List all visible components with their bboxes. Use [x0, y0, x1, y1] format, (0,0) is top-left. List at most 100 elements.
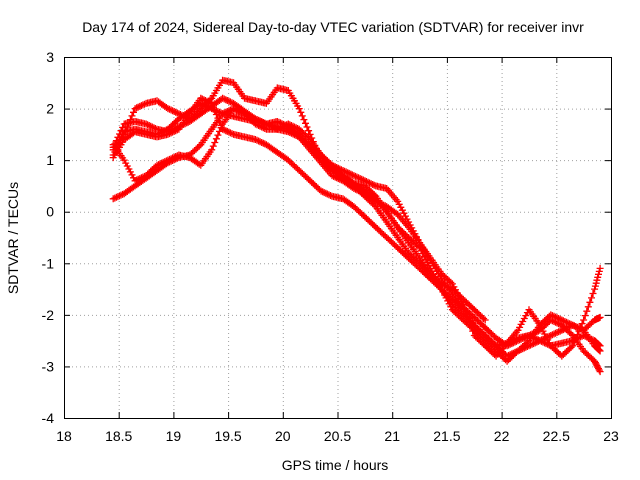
data-point-marker: [503, 342, 511, 350]
data-point-marker: [364, 178, 372, 186]
data-point-marker: [148, 123, 156, 131]
data-point-marker: [573, 323, 581, 331]
data-point-marker: [314, 184, 322, 192]
data-point-marker: [211, 107, 219, 115]
data-point-marker: [552, 329, 559, 337]
data-point-marker: [289, 122, 297, 130]
data-point-marker: [258, 118, 266, 126]
data-point-marker: [377, 200, 384, 208]
data-point-marker: [508, 340, 516, 348]
x-tick-label: 20: [275, 428, 291, 444]
data-point-marker: [114, 193, 122, 201]
data-point-marker: [186, 151, 194, 159]
data-point-marker: [120, 156, 128, 164]
data-point-marker: [525, 342, 533, 350]
data-point-marker: [342, 168, 350, 176]
data-point-marker: [563, 318, 570, 326]
data-point-marker: [114, 133, 122, 141]
data-point-marker: [497, 346, 505, 354]
data-point-marker: [512, 348, 520, 356]
data-point-marker: [200, 96, 208, 104]
data-point-marker: [588, 354, 595, 362]
data-point-marker: [256, 117, 264, 125]
data-point-marker: [139, 101, 147, 109]
data-point-marker: [533, 338, 541, 346]
data-point-marker: [480, 340, 488, 348]
data-point-marker: [519, 345, 527, 353]
data-point-marker: [583, 307, 591, 315]
data-point-marker: [166, 105, 173, 113]
data-point-marker: [330, 172, 338, 180]
data-point-marker: [595, 267, 603, 275]
data-point-marker: [516, 336, 524, 344]
data-point-marker: [225, 107, 233, 115]
data-point-marker: [180, 120, 188, 128]
data-point-marker: [516, 346, 524, 354]
data-point-marker: [545, 332, 553, 340]
data-point-marker: [522, 312, 530, 320]
data-point-marker: [173, 123, 181, 131]
data-point-marker: [216, 127, 223, 135]
data-point-marker: [297, 168, 305, 176]
data-point-marker: [559, 323, 567, 331]
data-point-marker: [172, 155, 180, 163]
data-point-marker: [195, 160, 203, 168]
data-point-marker: [581, 348, 589, 356]
data-point-marker: [473, 309, 481, 317]
data-point-marker: [298, 112, 306, 120]
data-point-marker: [478, 321, 486, 329]
data-point-marker: [567, 343, 575, 351]
data-point-marker: [367, 180, 375, 188]
data-point-marker: [370, 222, 378, 230]
data-point-marker: [469, 327, 477, 335]
y-tick-label: 0: [46, 204, 54, 220]
data-point-marker: [591, 285, 599, 293]
data-point-marker: [370, 181, 378, 189]
data-point-marker: [536, 337, 544, 345]
data-point-marker: [372, 197, 380, 205]
data-point-marker: [291, 123, 298, 131]
data-point-marker: [362, 178, 370, 185]
data-point-marker: [491, 340, 499, 348]
data-point-marker: [380, 201, 388, 209]
data-point-marker: [133, 104, 141, 112]
series-trace: [112, 102, 601, 363]
data-point-marker: [544, 333, 552, 341]
y-tick-label: -1: [42, 255, 55, 271]
data-point-marker: [333, 174, 341, 182]
data-point-marker: [448, 280, 456, 288]
data-point-marker: [473, 334, 481, 342]
data-point-marker: [472, 315, 480, 323]
data-point-marker: [528, 330, 536, 338]
data-point-marker: [530, 329, 538, 337]
data-point-marker: [567, 330, 575, 338]
data-point-marker: [472, 323, 480, 331]
data-point-marker: [530, 340, 538, 348]
data-point-marker: [151, 125, 159, 132]
y-tick-label: 1: [46, 152, 54, 168]
x-tick-label: 22.5: [543, 428, 570, 444]
data-point-marker: [287, 122, 295, 129]
data-point-marker: [309, 180, 317, 188]
data-point-marker: [111, 194, 119, 202]
data-point-marker: [302, 119, 309, 127]
data-point-marker: [169, 157, 177, 164]
data-point-marker: [550, 330, 558, 338]
data-point-marker: [314, 148, 322, 156]
data-point-marker: [573, 331, 581, 339]
y-tick-label: 2: [46, 101, 54, 117]
data-point-marker: [561, 349, 569, 357]
data-point-marker: [355, 187, 363, 195]
data-point-marker: [203, 97, 211, 105]
data-point-marker: [303, 174, 311, 182]
data-point-marker: [484, 334, 492, 342]
y-tick-label: -2: [42, 307, 55, 323]
data-point-marker: [523, 343, 531, 350]
data-point-marker: [547, 316, 555, 324]
data-point-marker: [375, 226, 383, 234]
data-point-marker: [322, 155, 330, 163]
data-point-marker: [316, 150, 323, 157]
data-point-marker: [533, 328, 541, 336]
data-point-marker: [356, 175, 364, 183]
y-tick-label: -3: [42, 358, 55, 374]
